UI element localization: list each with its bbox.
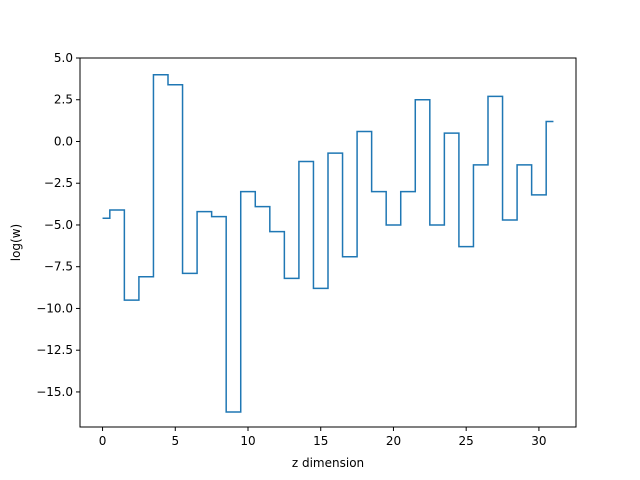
y-tick-label: −10.0: [36, 301, 73, 315]
y-axis-label: log(w): [9, 224, 23, 261]
x-tick-label: 30: [531, 434, 546, 448]
x-tick-label: 20: [386, 434, 401, 448]
x-tick-label: 10: [240, 434, 255, 448]
y-tick-label: 2.5: [54, 93, 73, 107]
plot-series: [102, 73, 554, 413]
x-tick-label: 5: [171, 434, 179, 448]
x-axis-label: z dimension: [292, 456, 364, 470]
x-tick-label: 25: [459, 434, 474, 448]
x-axis-ticks: 0 5 10 15 20 25 30: [99, 427, 547, 448]
y-tick-label: −12.5: [36, 343, 73, 357]
y-axis-ticks: 5.0 2.5 0.0 −2.5 −5.0 −7.5 −10.0 −12.5 −15.0: [36, 51, 80, 399]
y-tick-label: 0.0: [54, 134, 73, 148]
y-tick-label: −5.0: [44, 218, 73, 232]
series-step-line: [102, 73, 554, 413]
x-tick-label: 15: [313, 434, 328, 448]
x-tick-label: 0: [99, 434, 107, 448]
y-tick-label: −2.5: [44, 176, 73, 190]
y-tick-label: 5.0: [54, 51, 73, 65]
y-tick-label: −15.0: [36, 385, 73, 399]
y-tick-label: −7.5: [44, 260, 73, 274]
plot-frame: [79, 57, 577, 428]
